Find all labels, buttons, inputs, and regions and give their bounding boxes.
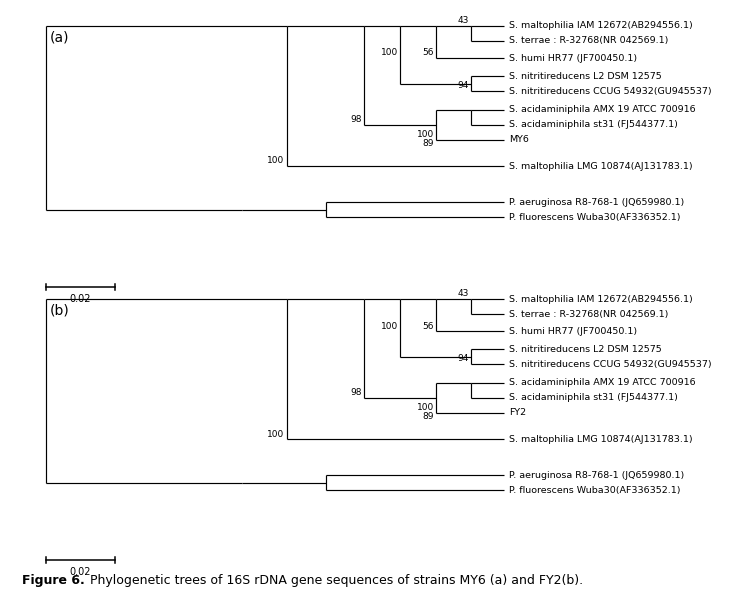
Text: 100: 100: [416, 403, 434, 412]
Text: MY6: MY6: [509, 135, 529, 144]
Text: S. terrae : R-32768(NR 042569.1): S. terrae : R-32768(NR 042569.1): [509, 310, 668, 319]
Text: 100: 100: [416, 130, 434, 138]
Text: S. maltophilia IAM 12672(AB294556.1): S. maltophilia IAM 12672(AB294556.1): [509, 294, 693, 304]
Text: S. maltophilia IAM 12672(AB294556.1): S. maltophilia IAM 12672(AB294556.1): [509, 21, 693, 30]
Text: (a): (a): [49, 30, 69, 44]
Text: 0.02: 0.02: [69, 294, 91, 304]
Text: 98: 98: [350, 388, 362, 397]
Text: S. acidaminiphila AMX 19 ATCC 700916: S. acidaminiphila AMX 19 ATCC 700916: [509, 105, 696, 114]
Text: S. acidaminiphila AMX 19 ATCC 700916: S. acidaminiphila AMX 19 ATCC 700916: [509, 378, 696, 387]
Text: Figure 6.: Figure 6.: [22, 574, 85, 587]
Text: 98: 98: [350, 115, 362, 124]
Text: 94: 94: [457, 354, 469, 363]
Text: 0.02: 0.02: [69, 568, 91, 577]
Text: 89: 89: [422, 412, 434, 421]
Text: (b): (b): [49, 304, 69, 317]
Text: P. fluorescens Wuba30(AF336352.1): P. fluorescens Wuba30(AF336352.1): [509, 212, 680, 222]
Text: P. aeruginosa R8-768-1 (JQ659980.1): P. aeruginosa R8-768-1 (JQ659980.1): [509, 198, 685, 207]
Text: 89: 89: [422, 138, 434, 148]
Text: 56: 56: [422, 49, 434, 58]
Text: S. humi HR77 (JF700450.1): S. humi HR77 (JF700450.1): [509, 327, 637, 336]
Text: 43: 43: [457, 16, 469, 25]
Text: 56: 56: [422, 322, 434, 331]
Text: S. nitritireducens L2 DSM 12575: S. nitritireducens L2 DSM 12575: [509, 345, 662, 354]
Text: 94: 94: [457, 81, 469, 90]
Text: S. maltophilia LMG 10874(AJ131783.1): S. maltophilia LMG 10874(AJ131783.1): [509, 435, 693, 444]
Text: S. maltophilia LMG 10874(AJ131783.1): S. maltophilia LMG 10874(AJ131783.1): [509, 162, 693, 171]
Text: S. nitritireducens CCUG 54932(GU945537): S. nitritireducens CCUG 54932(GU945537): [509, 87, 711, 95]
Text: P. aeruginosa R8-768-1 (JQ659980.1): P. aeruginosa R8-768-1 (JQ659980.1): [509, 471, 685, 480]
Text: 100: 100: [267, 430, 285, 438]
Text: S. acidaminiphila st31 (FJ544377.1): S. acidaminiphila st31 (FJ544377.1): [509, 393, 678, 402]
Text: S. terrae : R-32768(NR 042569.1): S. terrae : R-32768(NR 042569.1): [509, 36, 668, 46]
Text: FY2: FY2: [509, 408, 526, 417]
Text: S. humi HR77 (JF700450.1): S. humi HR77 (JF700450.1): [509, 54, 637, 63]
Text: S. acidaminiphila st31 (FJ544377.1): S. acidaminiphila st31 (FJ544377.1): [509, 120, 678, 129]
Text: S. nitritireducens CCUG 54932(GU945537): S. nitritireducens CCUG 54932(GU945537): [509, 360, 711, 368]
Text: 100: 100: [381, 322, 399, 331]
Text: Phylogenetic trees of 16S rDNA gene sequences of strains MY6 (a) and FY2(b).: Phylogenetic trees of 16S rDNA gene sequ…: [86, 574, 583, 587]
Text: 100: 100: [381, 49, 399, 58]
Text: 43: 43: [457, 289, 469, 298]
Text: 100: 100: [267, 157, 285, 165]
Text: P. fluorescens Wuba30(AF336352.1): P. fluorescens Wuba30(AF336352.1): [509, 486, 680, 495]
Text: S. nitritireducens L2 DSM 12575: S. nitritireducens L2 DSM 12575: [509, 72, 662, 81]
